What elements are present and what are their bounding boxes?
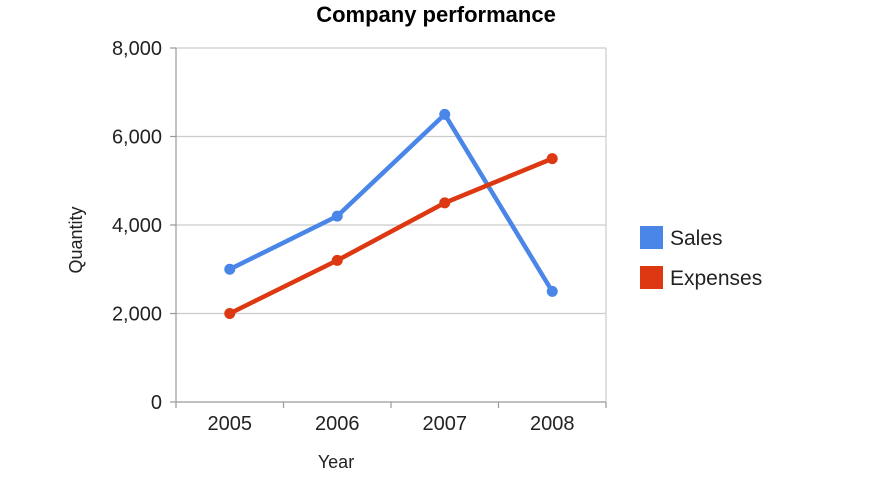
y-tick-label: 6,000 bbox=[112, 127, 162, 149]
series-expenses bbox=[224, 153, 558, 319]
series-line bbox=[227, 112, 555, 294]
y-axis-title: Quantity bbox=[66, 206, 86, 273]
legend-swatch bbox=[640, 226, 663, 249]
data-point bbox=[331, 254, 343, 266]
series-lines bbox=[224, 108, 558, 319]
data-point bbox=[439, 197, 451, 209]
legend-item: Sales bbox=[640, 226, 723, 250]
series-line bbox=[227, 156, 555, 316]
series-sales bbox=[224, 108, 558, 297]
y-tick-labels: 0 2,000 4,000 6,000 8,000 bbox=[112, 38, 162, 414]
y-tick-label: 0 bbox=[151, 392, 162, 414]
y-tick-label: 2,000 bbox=[112, 304, 162, 326]
x-tick-label: 2007 bbox=[423, 413, 468, 435]
data-point bbox=[546, 153, 558, 165]
gridlines bbox=[176, 47, 607, 402]
data-point bbox=[224, 308, 236, 319]
legend-label: Sales bbox=[670, 227, 723, 250]
x-axis-title: Year bbox=[318, 452, 354, 472]
data-point bbox=[224, 263, 236, 275]
y-tick-label: 4,000 bbox=[112, 215, 162, 237]
data-point bbox=[331, 210, 343, 222]
axes bbox=[170, 47, 607, 408]
x-tick-label: 2005 bbox=[208, 413, 253, 435]
legend-label: Expenses bbox=[670, 267, 762, 290]
x-tick-labels: 2005 2006 2007 2008 bbox=[208, 413, 575, 435]
legend: Sales Expenses bbox=[640, 226, 762, 290]
legend-item: Expenses bbox=[640, 266, 762, 290]
legend-swatch bbox=[640, 266, 663, 289]
y-tick-label: 8,000 bbox=[112, 38, 162, 60]
chart-title: Company performance bbox=[316, 2, 556, 27]
x-tick-label: 2006 bbox=[315, 413, 360, 435]
data-point bbox=[546, 285, 558, 297]
data-point bbox=[439, 108, 451, 120]
x-tick-label: 2008 bbox=[530, 413, 575, 435]
